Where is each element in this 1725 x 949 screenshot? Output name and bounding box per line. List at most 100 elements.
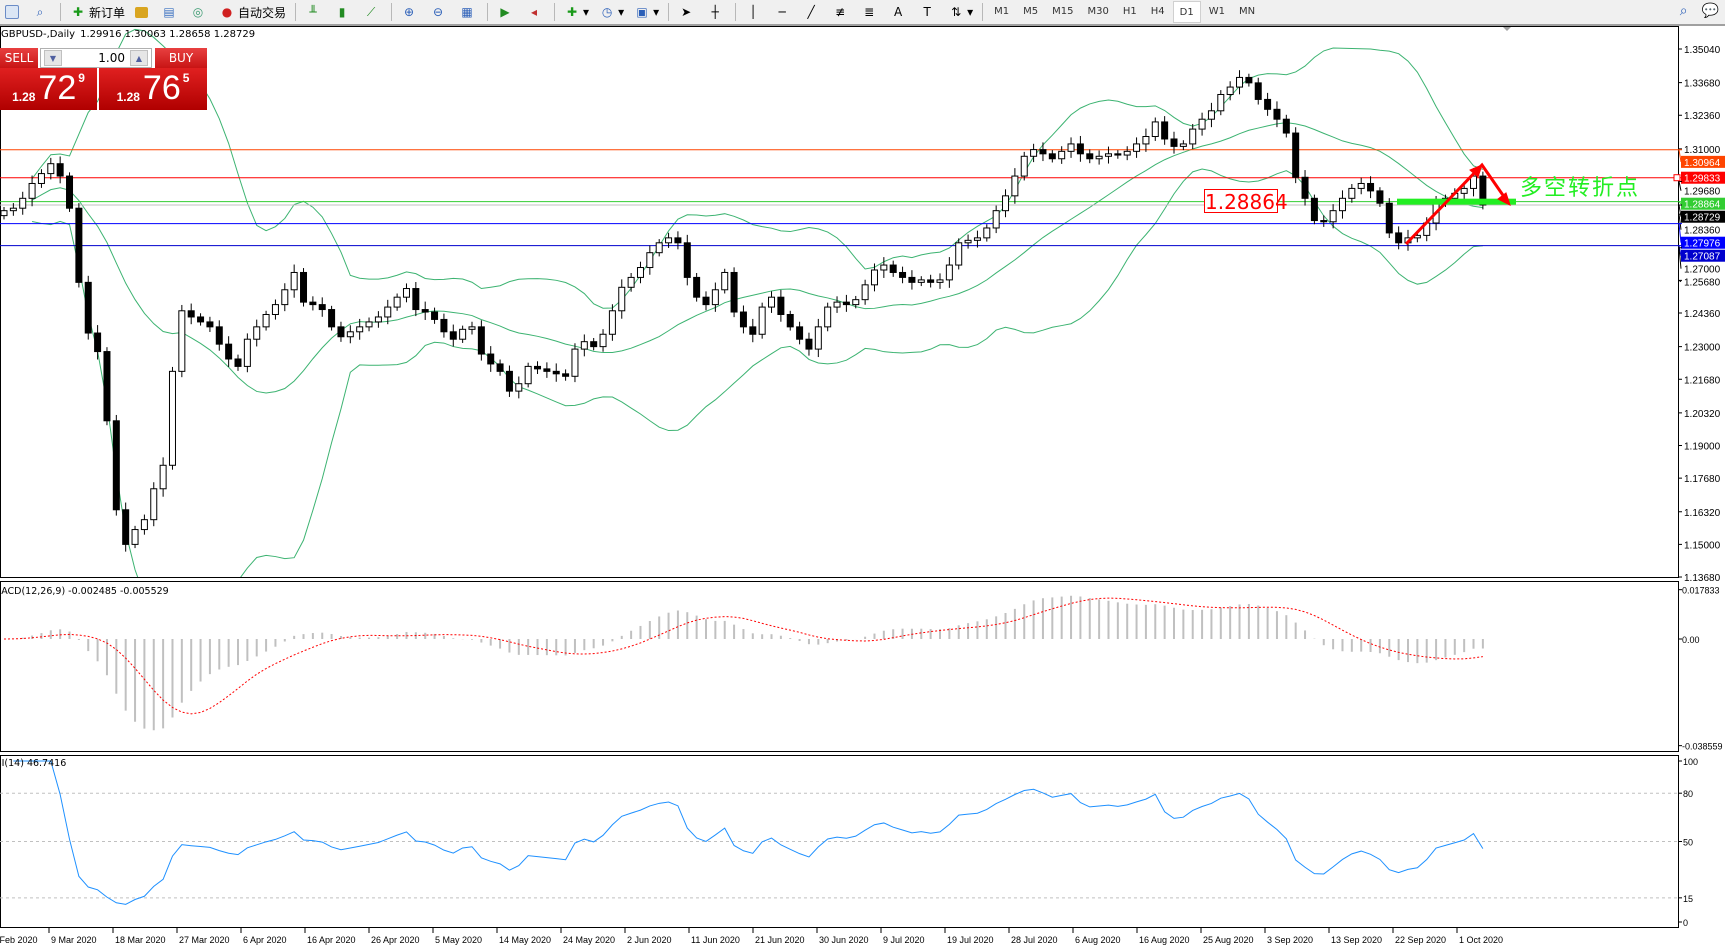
sell-price-button[interactable]: 1.28 72 9	[0, 68, 97, 110]
trendline-button[interactable]: ╱	[799, 2, 826, 22]
text-button[interactable]: A	[886, 2, 913, 22]
line-chart-button[interactable]: ⟋	[359, 2, 386, 22]
vertical-line-icon: │	[749, 5, 757, 19]
candle-body	[786, 313, 794, 328]
candle	[646, 245, 654, 275]
zoom-in-button[interactable]: ⊕	[397, 2, 424, 22]
sell-button[interactable]: SELL	[0, 48, 38, 68]
turning-point-annotation[interactable]: 多空转折点	[1520, 176, 1641, 201]
auto-trading-button[interactable]: ● 自动交易	[215, 2, 290, 22]
increase-lot-icon[interactable]: ▲	[130, 50, 148, 66]
horizontal-line-button[interactable]: ─	[770, 2, 797, 22]
price-label-leader	[1678, 247, 1682, 269]
arrows-button[interactable]: ⇅ ▾	[944, 2, 977, 22]
rsi-tick-label: 80	[1683, 789, 1693, 799]
candle	[889, 260, 897, 277]
cursor-icon: ➤	[681, 5, 692, 19]
bid-price-label: 1.28729	[1684, 213, 1721, 224]
candle	[56, 156, 64, 184]
timeframe-h1[interactable]: H1	[1122, 5, 1137, 17]
candle	[1133, 137, 1141, 158]
timeframe-m5[interactable]: M5	[1023, 5, 1039, 17]
candle	[702, 291, 710, 311]
charts-button[interactable]	[1, 2, 26, 22]
price-annotation-box[interactable]: 1.28864	[1204, 189, 1288, 214]
buy-button[interactable]: BUY	[155, 48, 207, 68]
candle	[1030, 143, 1038, 163]
candle	[1104, 146, 1112, 164]
timeframe-mn[interactable]: MN	[1238, 5, 1256, 17]
lot-size-stepper[interactable]: ▼ 1.00 ▲	[40, 48, 152, 68]
channel-icon: ≢	[835, 5, 846, 19]
candle-body	[515, 383, 523, 392]
search-icon[interactable]: ⌕	[1679, 3, 1688, 19]
timeframe-d1[interactable]: D1	[1172, 1, 1201, 23]
timeframe-m15[interactable]: M15	[1052, 5, 1074, 17]
chart-shift-button[interactable]: ◂	[522, 2, 549, 22]
candle-body	[37, 173, 45, 184]
timeframe-h4[interactable]: H4	[1150, 5, 1165, 17]
candlestick-button[interactable]: ▮	[330, 2, 357, 22]
candle-body	[636, 267, 644, 278]
price-tick-label: 1.20320	[1684, 409, 1721, 420]
candle	[805, 332, 813, 356]
candle-body	[590, 341, 598, 348]
templates-button[interactable]: ▣ ▾	[630, 2, 663, 22]
fibonacci-button[interactable]: ≣	[857, 2, 884, 22]
crosshair-button[interactable]: ┼	[703, 2, 730, 22]
candle-body	[337, 326, 345, 338]
signals-button[interactable]: ◎	[186, 2, 213, 22]
lot-size-value[interactable]: 1.00	[98, 51, 125, 65]
text-label-button[interactable]: T	[915, 2, 942, 22]
candle-body	[1320, 220, 1328, 223]
navigator-button[interactable]: ⌕	[28, 2, 55, 22]
candle-body	[992, 210, 1000, 229]
tile-windows-button[interactable]: ▦	[455, 2, 482, 22]
candle-body	[150, 488, 158, 521]
candle-body	[1273, 108, 1281, 120]
candle	[168, 366, 176, 470]
experts-button[interactable]	[131, 2, 155, 22]
timeframe-w1[interactable]: W1	[1208, 5, 1225, 17]
history-button[interactable]: ▤	[157, 2, 184, 22]
candle	[786, 310, 794, 331]
candle	[1058, 146, 1066, 164]
candle-body	[1357, 182, 1365, 189]
separator	[391, 3, 393, 21]
candle	[917, 276, 925, 287]
cursor-button[interactable]: ➤	[674, 2, 701, 22]
candle	[131, 525, 139, 549]
ohlc-readout: 1.29916 1.30063 1.28658 1.28729	[80, 29, 256, 40]
price-tick-label: 1.25680	[1684, 278, 1721, 289]
candle	[693, 272, 701, 302]
line-price-label-bg	[1681, 197, 1725, 210]
timeframe-m1[interactable]: M1	[994, 5, 1010, 17]
autoscroll-button[interactable]: ▶	[493, 2, 520, 22]
candle-body	[693, 276, 701, 298]
text-icon: A	[894, 5, 903, 19]
timeframe-m30[interactable]: M30	[1087, 5, 1109, 17]
equidistant-channel-button[interactable]: ≢	[828, 2, 855, 22]
chart-shift-marker	[1503, 27, 1511, 31]
date-label: 2 Jun 2020	[627, 935, 672, 945]
candle	[1161, 116, 1169, 145]
decrease-lot-icon[interactable]: ▼	[44, 50, 62, 66]
chat-icon[interactable]: 💬	[1701, 3, 1719, 19]
timeframe-bar: M1 M5 M15 M30 H1 H4 D1 W1 MN	[987, 1, 1262, 23]
candle	[281, 283, 289, 312]
candle-body	[1039, 149, 1047, 155]
vertical-line-button[interactable]: │	[741, 2, 768, 22]
candle	[1254, 77, 1262, 105]
date-label: 30 Jun 2020	[819, 935, 869, 945]
server-icon: ▤	[163, 5, 175, 19]
buy-price-button[interactable]: 1.28 76 5	[99, 68, 207, 110]
indicators-button[interactable]: ✚ ▾	[560, 2, 593, 22]
new-order-button[interactable]: ✚ 新订单	[66, 2, 129, 22]
zoom-out-button[interactable]: ⊖	[426, 2, 453, 22]
candle	[356, 318, 364, 340]
periods-button[interactable]: ◷ ▾	[595, 2, 628, 22]
candle	[300, 268, 308, 307]
candle	[178, 304, 186, 378]
bar-chart-button[interactable]: ╨	[301, 2, 328, 22]
